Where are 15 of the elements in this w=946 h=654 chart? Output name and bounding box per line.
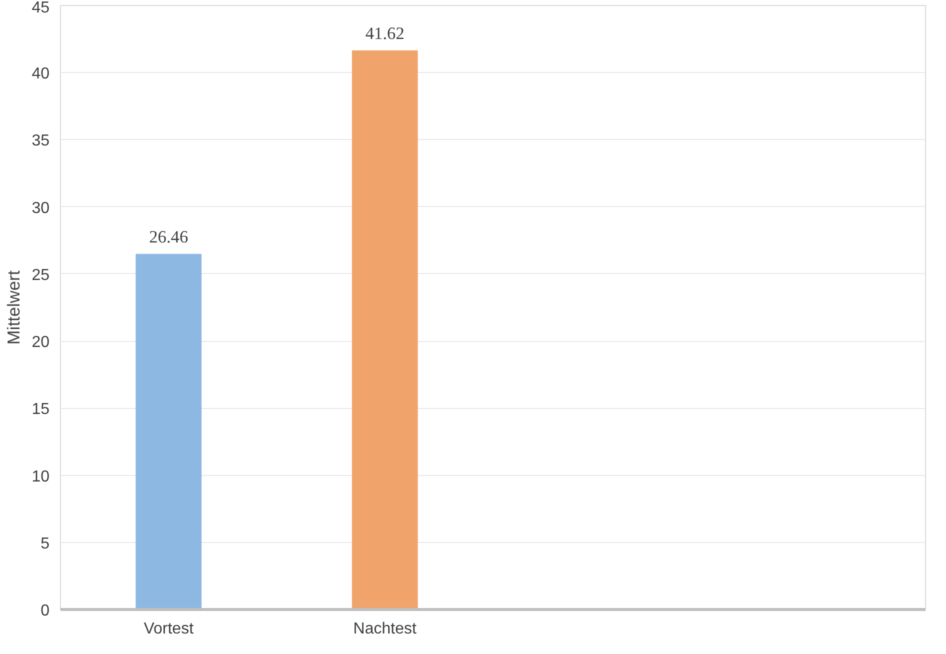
x-tick-label: Nachtest bbox=[353, 620, 417, 638]
y-tick-label: 15 bbox=[32, 401, 50, 418]
data-label: 41.62 bbox=[365, 24, 404, 43]
y-tick-label: 40 bbox=[32, 66, 50, 83]
data-label: 26.46 bbox=[149, 227, 188, 246]
y-tick-label: 0 bbox=[40, 602, 50, 620]
y-tick-label: 35 bbox=[32, 132, 50, 150]
y-tick-label: 10 bbox=[32, 468, 50, 486]
y-tick-label: 45 bbox=[32, 0, 50, 16]
y-tick-label: 20 bbox=[32, 334, 50, 352]
x-tick-label: Vortest bbox=[144, 620, 194, 638]
y-tick-label: 5 bbox=[40, 535, 50, 552]
y-tick-label: 25 bbox=[32, 266, 50, 284]
y-axis-title: Mittelwert bbox=[4, 270, 24, 345]
y-tick-label: 30 bbox=[32, 200, 50, 217]
